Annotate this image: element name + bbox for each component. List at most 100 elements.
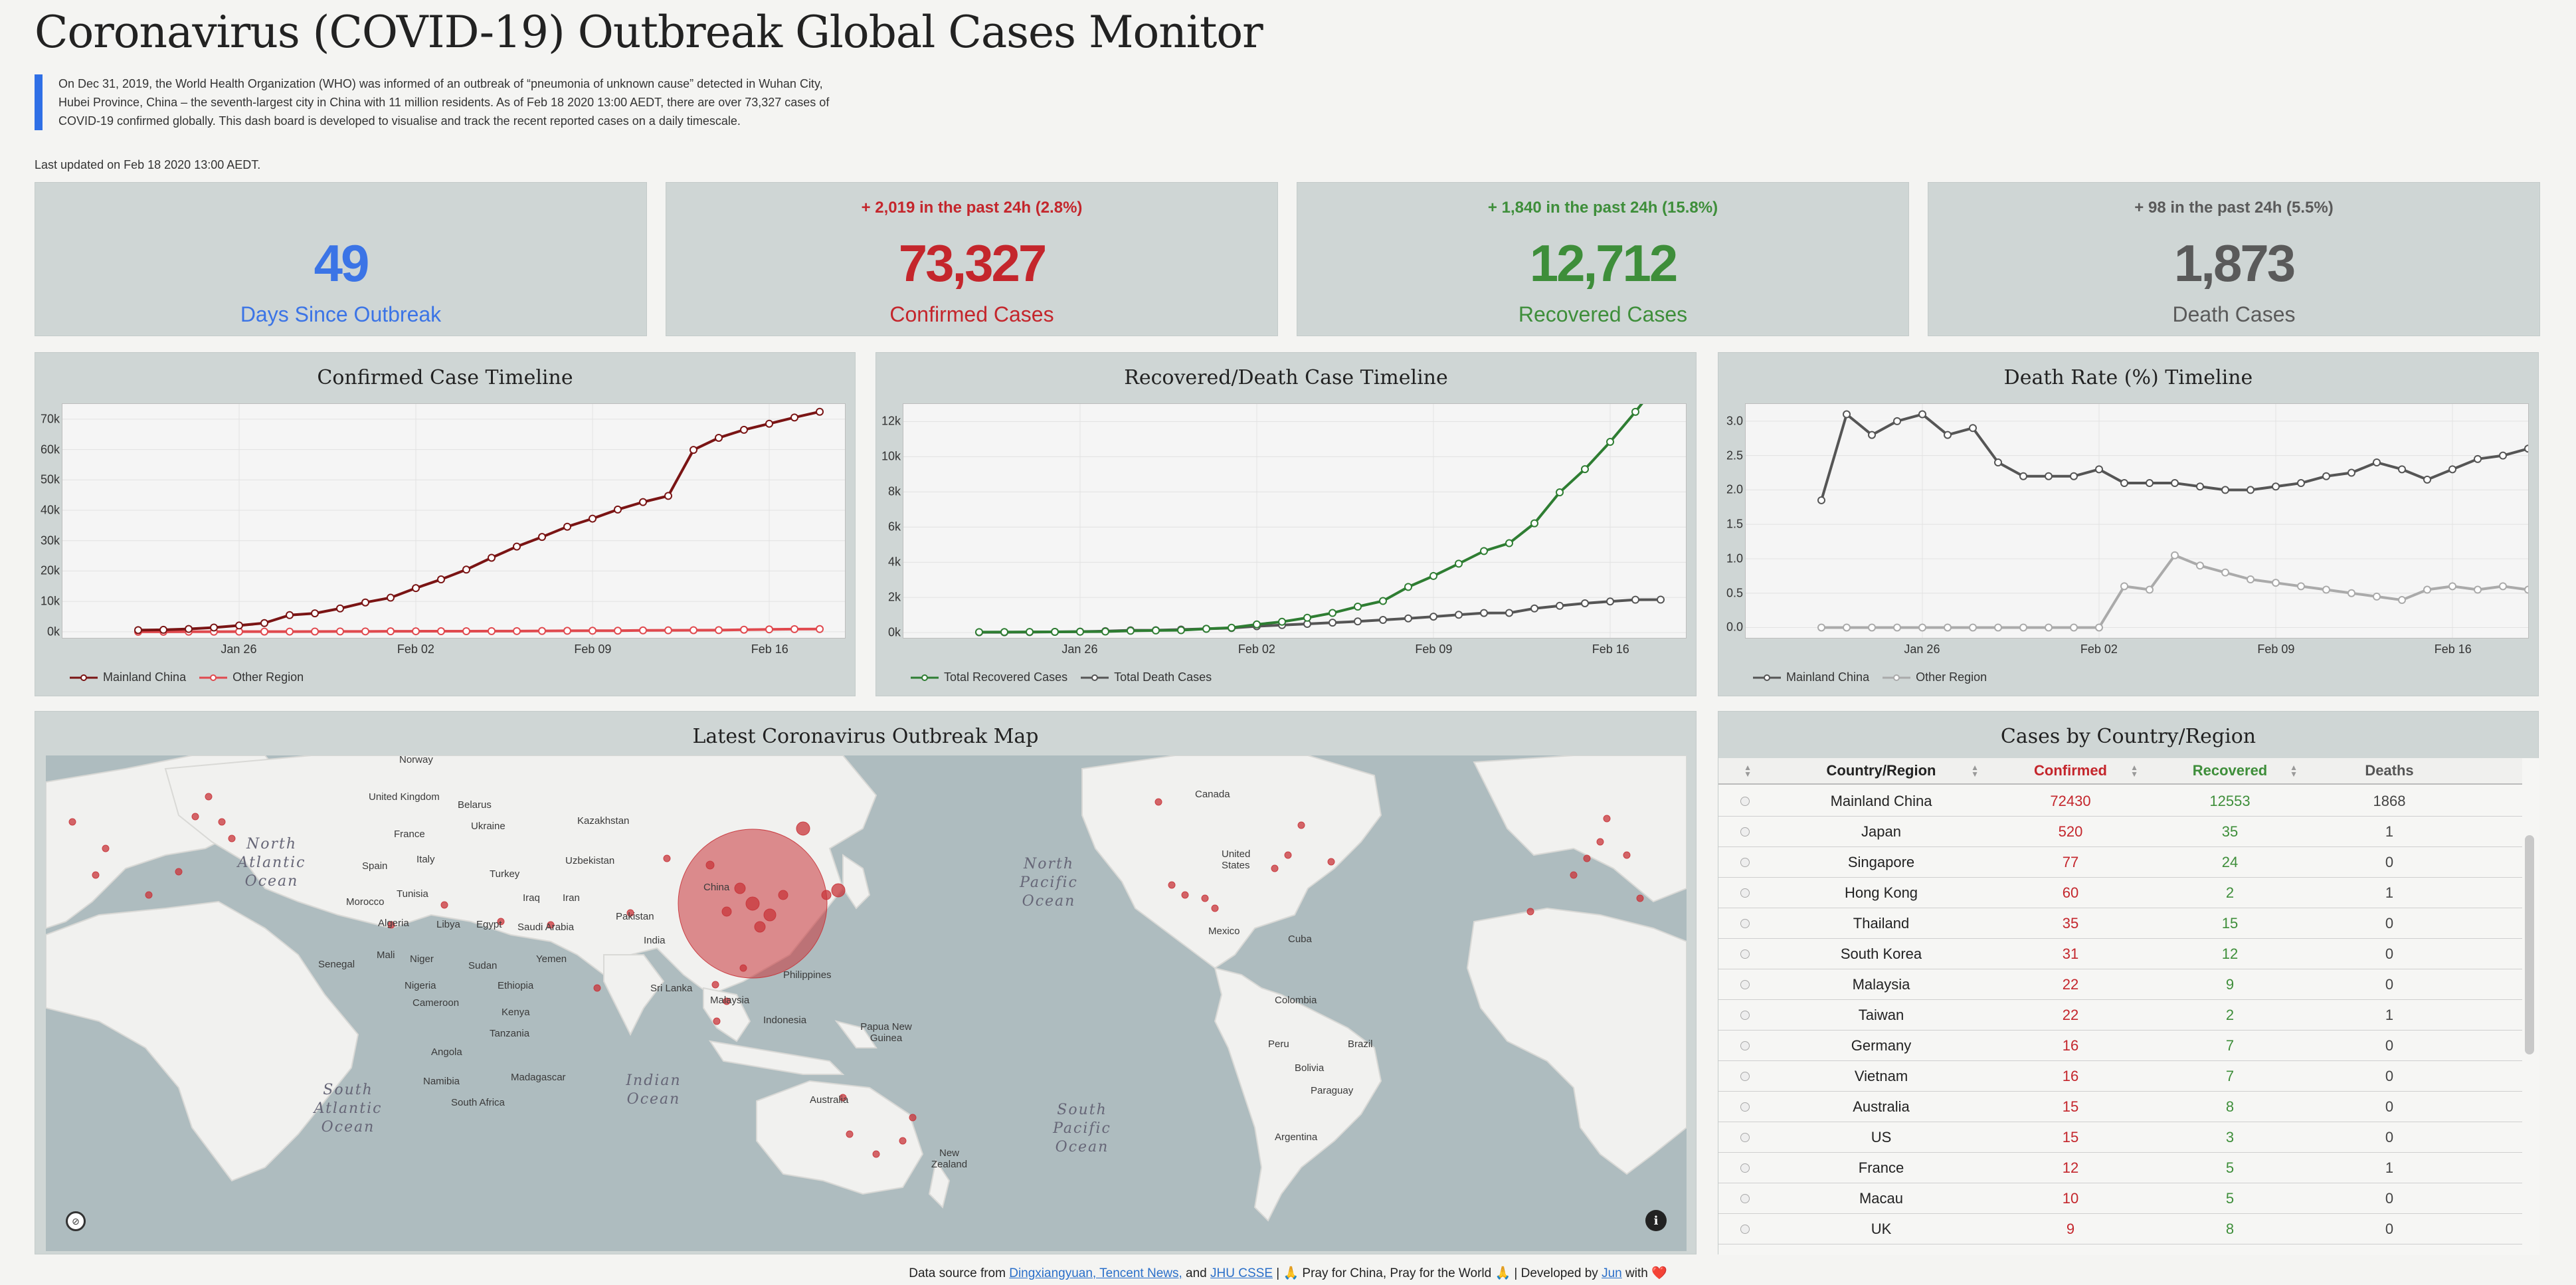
row-select[interactable] bbox=[1718, 1183, 1772, 1213]
row-select[interactable] bbox=[1718, 908, 1772, 938]
row-select[interactable] bbox=[1718, 1214, 1772, 1244]
table-row[interactable]: UK 9 8 0 bbox=[1718, 1214, 2522, 1244]
outbreak-map[interactable]: Norway United Kingdom Belarus Ukraine Fr… bbox=[46, 755, 1687, 1251]
table-row[interactable]: Vietnam 16 7 0 bbox=[1718, 1061, 2522, 1092]
confirmed-legend[interactable]: Mainland China Other Region bbox=[68, 670, 304, 684]
radio-icon[interactable] bbox=[1740, 827, 1750, 837]
link-dingxiangyuan[interactable]: Dingxiangyuan, Tencent News, bbox=[1009, 1266, 1182, 1280]
data-point bbox=[538, 533, 546, 542]
recovered-chart-plot[interactable]: 0k 2k 4k 6k 8k 10k 12k bbox=[881, 403, 1687, 639]
radio-icon[interactable] bbox=[1740, 1102, 1750, 1112]
table-row[interactable]: Macau 10 5 0 bbox=[1718, 1183, 2522, 1214]
table-row[interactable]: South Korea 31 12 0 bbox=[1718, 939, 2522, 969]
confirmed-chart-plot[interactable]: 0k 10k 20k 30k 40k 50k 60k 70k bbox=[41, 403, 846, 639]
sort-icon[interactable]: ▲ ▼ bbox=[1971, 763, 1979, 779]
legend-total-recovered[interactable]: Total Recovered Cases bbox=[909, 670, 1067, 684]
radio-icon[interactable] bbox=[1740, 1224, 1750, 1234]
radio-icon[interactable] bbox=[1740, 1132, 1750, 1142]
row-select[interactable] bbox=[1718, 1000, 1772, 1030]
deathrate-chart-plot[interactable]: 0.0 0.5 1.0 1.5 2.0 2.5 3.0 bbox=[1726, 403, 2529, 639]
data-point bbox=[1918, 623, 1926, 632]
deathrate-legend[interactable]: Mainland China Other Region bbox=[1752, 670, 1987, 684]
row-select[interactable] bbox=[1718, 939, 1772, 969]
radio-icon[interactable] bbox=[1740, 857, 1750, 867]
sort-icon[interactable]: ▲ ▼ bbox=[2290, 763, 2298, 779]
legend-other-region[interactable]: Other Region bbox=[1881, 670, 1987, 684]
deathrate-chart-title: Death Rate (%) Timeline bbox=[2003, 366, 2253, 389]
sort-icon[interactable]: ▲ ▼ bbox=[1744, 763, 1752, 779]
header-country[interactable]: Country/Region ▲ ▼ bbox=[1826, 762, 1979, 779]
radio-icon[interactable] bbox=[1740, 888, 1750, 898]
info-icon[interactable]: i bbox=[1645, 1210, 1667, 1231]
radio-icon[interactable] bbox=[1740, 918, 1750, 928]
radio-icon[interactable] bbox=[1740, 796, 1750, 806]
cell-country: US bbox=[1871, 1128, 1892, 1145]
label-philippines: Philippines bbox=[783, 969, 832, 981]
row-select[interactable] bbox=[1718, 969, 1772, 999]
recovered-legend[interactable]: Total Recovered Cases Total Death Cases bbox=[909, 670, 1212, 684]
cases-table[interactable]: ▲ ▼ Country/Region ▲ ▼ Confirmed ▲ ▼ Recovere… bbox=[1718, 758, 2539, 1255]
table-row[interactable]: Japan 520 35 1 bbox=[1718, 817, 2522, 847]
legend-total-deaths[interactable]: Total Death Cases bbox=[1079, 670, 1212, 684]
row-select[interactable] bbox=[1718, 847, 1772, 877]
header-confirmed[interactable]: Confirmed ▲ ▼ bbox=[2034, 762, 2138, 779]
row-select[interactable] bbox=[1718, 1092, 1772, 1122]
data-point bbox=[1944, 623, 1952, 632]
cell-confirmed: 15 bbox=[2062, 1098, 2079, 1115]
series-line bbox=[138, 627, 820, 633]
y-tick-label: 20k bbox=[40, 563, 60, 577]
x-tick-label: Feb 02 bbox=[2080, 642, 2118, 656]
row-select[interactable] bbox=[1718, 1031, 1772, 1060]
table-row[interactable]: Thailand 35 15 0 bbox=[1718, 908, 2522, 939]
table-scrollbar[interactable] bbox=[2525, 835, 2534, 1054]
data-point bbox=[2499, 451, 2507, 460]
select-column-header[interactable]: ▲ ▼ bbox=[1718, 758, 1772, 783]
radio-icon[interactable] bbox=[1740, 1071, 1750, 1081]
radio-icon[interactable] bbox=[1740, 979, 1750, 989]
x-tick-label: Feb 09 bbox=[2257, 642, 2295, 656]
label-nigeria: Nigeria bbox=[405, 980, 436, 991]
compass-icon[interactable]: ⊘ bbox=[66, 1211, 86, 1231]
row-select[interactable] bbox=[1718, 786, 1772, 816]
table-row[interactable]: Malaysia 22 9 0 bbox=[1718, 969, 2522, 1000]
row-select[interactable] bbox=[1718, 1122, 1772, 1152]
label-argentina: Argentina bbox=[1275, 1132, 1318, 1143]
cell-deaths: 1 bbox=[2385, 823, 2394, 840]
cell-deaths: 1868 bbox=[2373, 792, 2406, 809]
legend-mainland-china[interactable]: Mainland China bbox=[68, 670, 186, 684]
legend-label: Mainland China bbox=[1786, 670, 1870, 684]
table-row[interactable]: France 12 5 1 bbox=[1718, 1153, 2522, 1183]
link-jhu-csse[interactable]: JHU CSSE bbox=[1210, 1266, 1273, 1280]
row-select[interactable] bbox=[1718, 878, 1772, 908]
header-recovered[interactable]: Recovered ▲ ▼ bbox=[2192, 762, 2298, 779]
row-select[interactable] bbox=[1718, 1061, 1772, 1091]
deathrate-chart-svg bbox=[1746, 404, 2528, 638]
cell-country: Macau bbox=[1859, 1189, 1904, 1207]
table-row[interactable]: Australia 15 8 0 bbox=[1718, 1092, 2522, 1122]
label-namibia: Namibia bbox=[423, 1076, 460, 1087]
legend-other-region[interactable]: Other Region bbox=[198, 670, 304, 684]
table-row[interactable]: US 15 3 0 bbox=[1718, 1122, 2522, 1153]
table-row[interactable]: Singapore 77 24 0 bbox=[1718, 847, 2522, 878]
radio-icon[interactable] bbox=[1740, 1193, 1750, 1203]
header-deaths[interactable]: Deaths bbox=[2365, 762, 2414, 779]
row-select[interactable] bbox=[1718, 1153, 1772, 1183]
data-point bbox=[2019, 472, 2027, 480]
radio-icon[interactable] bbox=[1740, 949, 1750, 959]
table-row[interactable]: Germany 16 7 0 bbox=[1718, 1031, 2522, 1061]
label-canada: Canada bbox=[1195, 789, 1230, 800]
table-row[interactable]: Hong Kong 60 2 1 bbox=[1718, 878, 2522, 908]
data-point bbox=[1354, 602, 1362, 611]
row-select[interactable] bbox=[1718, 817, 1772, 846]
table-row[interactable]: Mainland China 72430 12553 1868 bbox=[1718, 786, 2522, 817]
y-tick-label: 2.5 bbox=[1726, 448, 1743, 462]
radio-icon[interactable] bbox=[1740, 1040, 1750, 1050]
sort-icon[interactable]: ▲ ▼ bbox=[2130, 763, 2138, 779]
table-row[interactable]: Taiwan 22 2 1 bbox=[1718, 1000, 2522, 1031]
cell-recovered: 9 bbox=[2225, 975, 2235, 993]
radio-icon[interactable] bbox=[1740, 1010, 1750, 1020]
cell-deaths: 0 bbox=[2385, 1037, 2394, 1054]
radio-icon[interactable] bbox=[1740, 1163, 1750, 1173]
link-author[interactable]: Jun bbox=[1602, 1266, 1622, 1280]
legend-mainland-china[interactable]: Mainland China bbox=[1752, 670, 1869, 684]
